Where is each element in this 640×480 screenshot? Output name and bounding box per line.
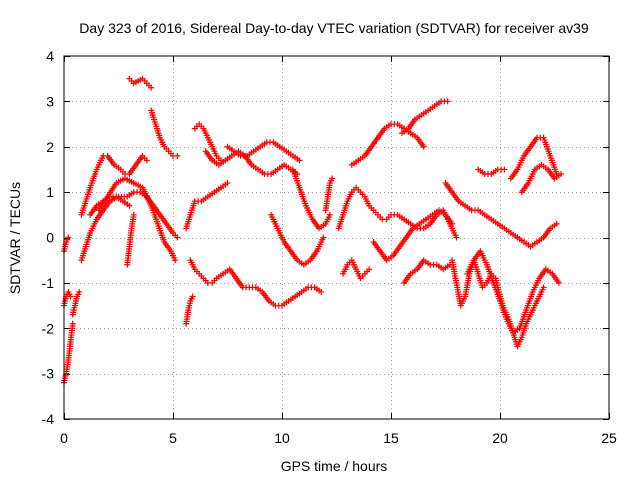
data-point [449, 220, 456, 227]
series-Y [398, 98, 451, 137]
data-point [148, 84, 155, 91]
series-R [268, 211, 327, 268]
y-tick-label: 4 [46, 48, 54, 64]
data-point [555, 279, 562, 286]
y-tick-label: -3 [42, 366, 55, 382]
series-E [78, 152, 150, 218]
series-M [183, 180, 231, 232]
x-tick-label: 0 [60, 430, 68, 446]
y-tick-label: 1 [46, 184, 54, 200]
x-tick-label: 10 [274, 430, 290, 446]
data-point [174, 234, 181, 241]
data-point [318, 288, 325, 295]
data-point [329, 175, 336, 182]
series-J [126, 75, 155, 91]
data-point [540, 284, 547, 291]
series-T [322, 175, 336, 214]
y-axis-label: SDTVAR / TECUs [7, 182, 23, 294]
data-point [453, 234, 460, 241]
x-tick-label: 20 [492, 430, 508, 446]
y-tick-label: -1 [42, 275, 55, 291]
data-point [296, 157, 303, 164]
data-point [69, 320, 76, 327]
series-I [124, 211, 137, 268]
series-D [69, 288, 83, 318]
data-point [126, 202, 133, 209]
data-point [320, 234, 327, 241]
series-S [289, 166, 333, 232]
series-C [61, 234, 72, 255]
data-point [553, 220, 560, 227]
series-H [95, 175, 179, 264]
series-AD [475, 166, 508, 177]
x-axis-label: GPS time / hours [281, 458, 388, 474]
y-tick-label: -2 [42, 320, 55, 336]
data-point [444, 98, 451, 105]
chart-title: Day 323 of 2016, Sidereal Day-to-day VTE… [79, 20, 589, 36]
grid-lines [64, 56, 609, 419]
series-AF [518, 161, 565, 196]
data-point [143, 157, 150, 164]
x-tick-label: 5 [169, 430, 177, 446]
data-points [61, 75, 565, 386]
data-point [558, 170, 565, 177]
data-point [174, 152, 181, 159]
series-L [183, 293, 196, 327]
series-A [61, 320, 76, 386]
series-AC [464, 248, 562, 336]
series-O [191, 121, 224, 164]
series-K [148, 107, 181, 159]
series-Q [224, 139, 303, 164]
x-tick-label: 25 [601, 430, 617, 446]
x-tick-label: 15 [383, 430, 399, 446]
y-tick-label: 3 [46, 93, 54, 109]
data-point [130, 211, 137, 218]
data-point [172, 257, 179, 264]
y-tick-label: -4 [42, 411, 55, 427]
series-AE [507, 134, 560, 182]
y-tick-label: 0 [46, 230, 54, 246]
data-point [501, 166, 508, 173]
series-G [87, 193, 133, 218]
data-point [366, 266, 373, 273]
series-P [202, 148, 301, 177]
series-Z [401, 257, 453, 286]
series-V [340, 257, 373, 282]
data-point [224, 180, 231, 187]
data-point [189, 293, 196, 300]
data-point [65, 234, 72, 241]
data-point [76, 288, 83, 295]
plot-frame [63, 55, 610, 420]
data-point [326, 211, 333, 218]
series-AA [442, 180, 560, 250]
data-point [420, 143, 427, 150]
series-W [348, 121, 427, 168]
series-X [370, 207, 456, 264]
series-B [61, 288, 74, 309]
y-tick-label: 2 [46, 139, 54, 155]
axis-ticks: 0 5 10 15 20 25 -4 -3 -2 -1 0 1 2 3 4 [42, 48, 617, 446]
series-N [187, 257, 325, 309]
data-point [67, 293, 74, 300]
